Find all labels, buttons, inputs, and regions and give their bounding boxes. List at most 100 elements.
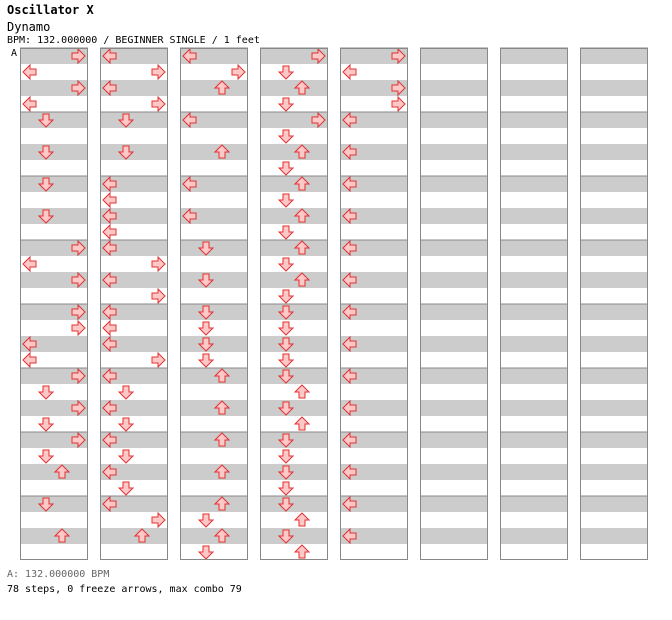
beat-stripe [340, 336, 408, 352]
step-arrow-down [117, 417, 135, 432]
beat-stripe [580, 80, 648, 96]
column-border [580, 48, 648, 560]
step-arrow-up [293, 176, 311, 191]
step-arrow-down [277, 225, 295, 240]
beat-stripe [500, 176, 568, 192]
step-arrow-down [117, 481, 135, 496]
step-arrow-left [182, 47, 197, 65]
step-arrow-left [342, 63, 357, 81]
step-arrow-up [293, 80, 311, 95]
beat-stripe [500, 208, 568, 224]
step-arrow-up [213, 496, 231, 511]
beat-stripe [340, 464, 408, 480]
step-arrow-down [37, 113, 55, 128]
column-border [20, 48, 88, 560]
step-arrow-right [391, 47, 406, 65]
beat-stripe [420, 112, 488, 128]
beat-stripe [260, 304, 328, 320]
bpm-summary: A: 132.000000 BPM [7, 569, 110, 580]
beat-stripe [100, 368, 168, 384]
column-border [260, 48, 328, 560]
beat-stripe [580, 176, 648, 192]
step-arrow-up [293, 272, 311, 287]
beat-stripe [340, 48, 408, 64]
step-arrow-up [213, 464, 231, 479]
bpm-marker: A [11, 48, 18, 59]
beat-stripe [180, 336, 248, 352]
step-arrow-left [102, 191, 117, 209]
step-arrow-left [102, 335, 117, 353]
step-arrow-left [102, 303, 117, 321]
step-arrow-up [213, 528, 231, 543]
chart-column [180, 47, 248, 560]
chart-column [100, 47, 168, 560]
beat-stripe [20, 528, 88, 544]
step-arrow-left [342, 335, 357, 353]
step-arrow-left [342, 495, 357, 513]
step-arrow-up [293, 512, 311, 527]
beat-stripe [100, 400, 168, 416]
beat-stripe [180, 176, 248, 192]
step-arrow-left [102, 271, 117, 289]
step-arrow-left [102, 239, 117, 257]
beat-stripe [260, 48, 328, 64]
step-arrow-down [277, 65, 295, 80]
beat-stripe [420, 304, 488, 320]
beat-stripe [100, 336, 168, 352]
beat-stripe [260, 368, 328, 384]
step-arrow-right [391, 79, 406, 97]
step-arrow-right [391, 95, 406, 113]
beat-stripe [340, 144, 408, 160]
beat-stripe [180, 432, 248, 448]
step-arrow-right [71, 319, 86, 337]
step-arrow-down [197, 305, 215, 320]
beat-stripe [100, 208, 168, 224]
column-border [420, 48, 488, 560]
beat-stripe [180, 400, 248, 416]
step-arrow-down [277, 353, 295, 368]
beat-stripe [420, 48, 488, 64]
step-arrow-down [277, 497, 295, 512]
beat-stripe [260, 240, 328, 256]
step-arrow-left [342, 175, 357, 193]
beat-stripe [20, 400, 88, 416]
beat-stripe [340, 208, 408, 224]
step-arrow-left [22, 351, 37, 369]
step-arrow-up [213, 80, 231, 95]
step-arrow-left [102, 431, 117, 449]
step-arrow-down [37, 449, 55, 464]
step-arrow-right [151, 63, 166, 81]
beat-stripe [580, 304, 648, 320]
step-arrow-down [277, 161, 295, 176]
chart-column [580, 47, 648, 560]
beat-stripe [420, 464, 488, 480]
step-arrow-up [213, 400, 231, 415]
beat-stripe [100, 48, 168, 64]
beat-stripe [500, 336, 568, 352]
step-arrow-up [293, 416, 311, 431]
beat-stripe [260, 496, 328, 512]
beat-stripe [100, 496, 168, 512]
beat-stripe [580, 432, 648, 448]
beat-stripe [500, 112, 568, 128]
beat-stripe [420, 336, 488, 352]
step-arrow-down [277, 449, 295, 464]
step-arrow-down [197, 273, 215, 288]
beat-stripe [500, 496, 568, 512]
step-arrow-down [277, 257, 295, 272]
chart-column [340, 47, 408, 560]
step-arrow-down [37, 385, 55, 400]
beat-stripe [580, 336, 648, 352]
step-arrow-left [342, 303, 357, 321]
beat-stripe [500, 144, 568, 160]
column-border [340, 48, 408, 560]
step-arrow-up [133, 528, 151, 543]
beat-stripe [580, 400, 648, 416]
beat-stripe [180, 80, 248, 96]
beat-stripe [580, 208, 648, 224]
step-arrow-down [37, 177, 55, 192]
step-arrow-down [197, 241, 215, 256]
step-arrow-left [22, 63, 37, 81]
step-arrow-down [37, 417, 55, 432]
beat-stripe [20, 496, 88, 512]
